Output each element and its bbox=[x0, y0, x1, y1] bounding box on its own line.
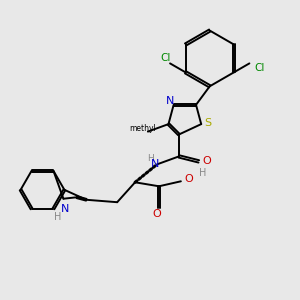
Text: O: O bbox=[153, 209, 161, 219]
Text: N: N bbox=[61, 204, 70, 214]
Text: H: H bbox=[199, 168, 206, 178]
Text: N: N bbox=[166, 96, 174, 106]
Text: S: S bbox=[205, 118, 212, 128]
Text: Cl: Cl bbox=[160, 53, 170, 63]
Text: methyl: methyl bbox=[130, 124, 156, 133]
Text: O: O bbox=[184, 174, 193, 184]
Text: N: N bbox=[151, 159, 159, 170]
Text: O: O bbox=[202, 156, 211, 167]
Text: H: H bbox=[54, 212, 61, 222]
Text: H: H bbox=[147, 154, 153, 163]
Text: Cl: Cl bbox=[254, 63, 265, 74]
